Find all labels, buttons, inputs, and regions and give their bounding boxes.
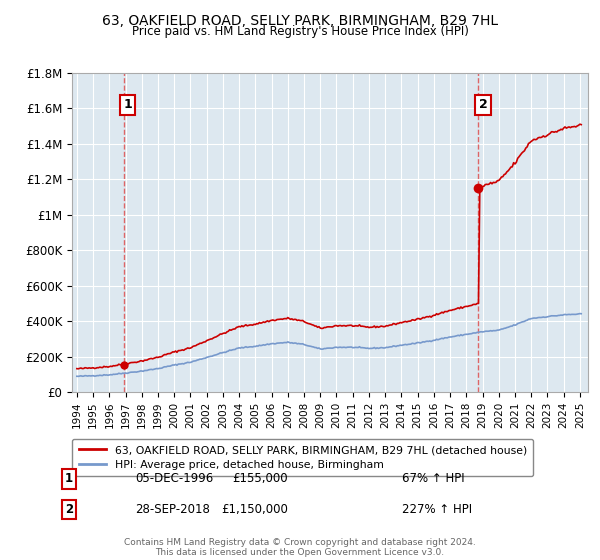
Text: 63, OAKFIELD ROAD, SELLY PARK, BIRMINGHAM, B29 7HL: 63, OAKFIELD ROAD, SELLY PARK, BIRMINGHA… [102, 14, 498, 28]
Text: 2: 2 [479, 98, 488, 111]
Text: 1: 1 [65, 472, 73, 486]
Text: 67% ↑ HPI: 67% ↑ HPI [402, 472, 464, 486]
Text: 2: 2 [65, 503, 73, 516]
Text: Contains HM Land Registry data © Crown copyright and database right 2024.
This d: Contains HM Land Registry data © Crown c… [124, 538, 476, 557]
Text: 28-SEP-2018: 28-SEP-2018 [135, 503, 210, 516]
Text: 227% ↑ HPI: 227% ↑ HPI [402, 503, 472, 516]
Legend: 63, OAKFIELD ROAD, SELLY PARK, BIRMINGHAM, B29 7HL (detached house), HPI: Averag: 63, OAKFIELD ROAD, SELLY PARK, BIRMINGHA… [72, 439, 533, 476]
Text: Price paid vs. HM Land Registry's House Price Index (HPI): Price paid vs. HM Land Registry's House … [131, 25, 469, 38]
Text: £1,150,000: £1,150,000 [221, 503, 288, 516]
Text: 1: 1 [123, 98, 132, 111]
Text: 05-DEC-1996: 05-DEC-1996 [135, 472, 213, 486]
Text: £155,000: £155,000 [232, 472, 288, 486]
